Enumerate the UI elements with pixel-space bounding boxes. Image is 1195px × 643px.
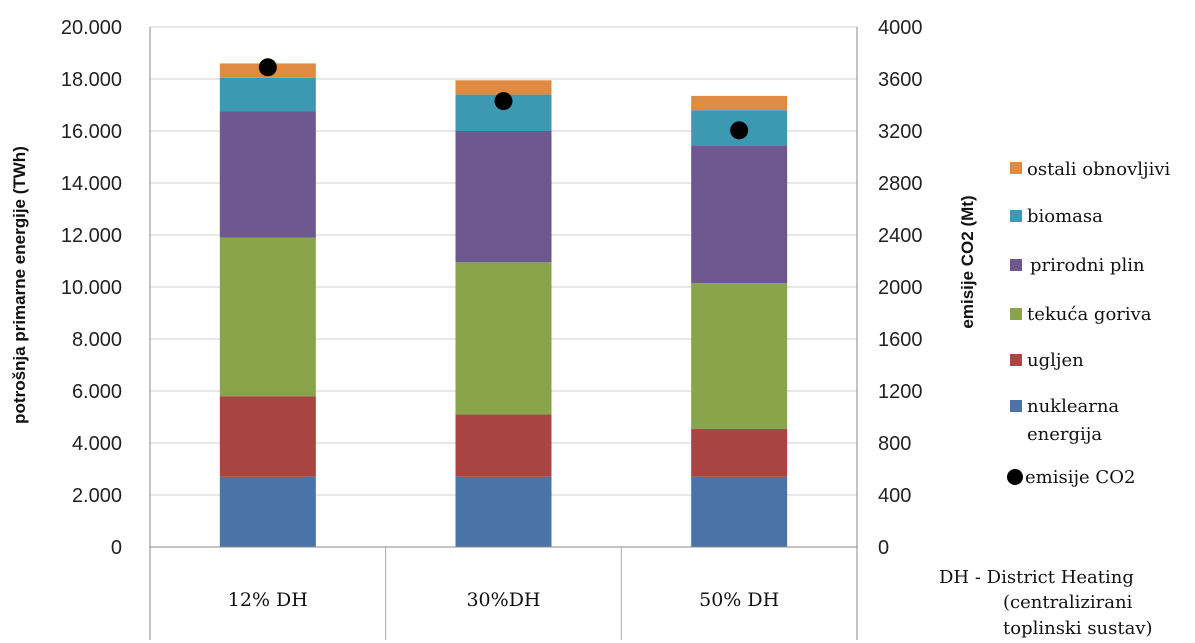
y-tick-label: 20.000 [61, 17, 122, 39]
bar-segment-teku-a-goriva-2 [455, 262, 552, 415]
bar-segment-prirodni-plin-3 [691, 145, 788, 284]
y-tick-label: 16.000 [61, 121, 122, 143]
legend-marker-emisije-co2 [1007, 469, 1023, 485]
legend-label-ostali-obnovljivi: ostali obnovljivi [1027, 159, 1170, 180]
y-axis-title: potrošnja primarne energije (TWh) [10, 146, 29, 424]
legend-label-prirodni-plin: prirodni plin [1030, 255, 1145, 276]
y2-axis-ticks: 0 400 800 1200 1600 2000 2400 2800 3200 3600 4000 [878, 17, 923, 559]
co2-marker-3 [730, 121, 749, 140]
y-tick-label: 6.000 [72, 381, 122, 403]
bar-segment-ugljen-2 [455, 414, 552, 477]
y-axis-ticks: 0 2.000 4.000 6.000 8.000 10.000 12.000 14.000 1… [61, 17, 122, 559]
bar-segment-biomasa-1 [219, 77, 316, 112]
co2-marker-2 [494, 92, 513, 111]
legend: ostali obnovljivi biomasa prirodni plin … [1007, 159, 1170, 488]
bar-segment-nuklearna-energija-1 [219, 476, 316, 547]
note-line-2: (centralizirani [1003, 592, 1133, 613]
y2-tick-label: 2000 [878, 277, 923, 299]
legend-swatch-nuklearna-energija [1010, 400, 1022, 412]
y-tick-label: 12.000 [61, 225, 122, 247]
legend-swatch-prirodni-plin [1010, 259, 1022, 271]
bar-segment-teku-a-goriva-1 [219, 237, 316, 397]
bar-segment-teku-a-goriva-3 [691, 283, 788, 429]
y-tick-label: 10.000 [61, 277, 122, 299]
legend-label-energija: energija [1027, 424, 1102, 445]
y-tick-label: 14.000 [61, 173, 122, 195]
co2-marker-1 [258, 58, 277, 77]
legend-swatch-ostali-obnovljivi [1010, 162, 1022, 174]
y2-tick-label: 400 [878, 485, 911, 507]
y-tick-label: 18.000 [61, 69, 122, 91]
y2-tick-label: 2800 [878, 173, 923, 195]
y-tick-label: 8.000 [72, 329, 122, 351]
legend-label-emisije-co2: emisije CO2 [1025, 467, 1135, 488]
y2-tick-label: 1200 [878, 381, 923, 403]
co2-markers [258, 58, 749, 140]
category-labels: 12% DH 30%DH 50% DH [228, 589, 779, 611]
y2-tick-label: 1600 [878, 329, 923, 351]
bars [219, 63, 788, 547]
y2-tick-label: 2400 [878, 225, 923, 247]
y-tick-label: 2.000 [72, 485, 122, 507]
note-line-1: DH - District Heating [939, 567, 1134, 588]
bar-segment-ostali-obnovljivi-3 [691, 95, 788, 111]
bar-segment-prirodni-plin-1 [219, 111, 316, 238]
legend-swatch-ugljen [1010, 354, 1022, 366]
bar-segment-ugljen-3 [691, 428, 788, 477]
y2-tick-label: 800 [878, 433, 911, 455]
bar-segment-ostali-obnovljivi-2 [455, 80, 552, 95]
bar-segment-nuklearna-energija-3 [691, 476, 788, 547]
axes [149, 27, 858, 640]
legend-label-ugljen: ugljen [1027, 350, 1084, 371]
legend-label-tekuca-goriva: tekuća goriva [1027, 304, 1152, 325]
y2-tick-label: 4000 [878, 17, 923, 39]
category-label: 30%DH [466, 589, 540, 611]
bar-segment-ugljen-1 [219, 396, 316, 477]
bar-segment-prirodni-plin-2 [455, 131, 552, 263]
category-label: 50% DH [699, 589, 779, 611]
y-tick-label: 4.000 [72, 433, 122, 455]
legend-swatch-tekuca-goriva [1010, 308, 1022, 320]
y2-tick-label: 3600 [878, 69, 923, 91]
district-heating-note: DH - District Heating (centralizirani to… [939, 567, 1153, 639]
y2-axis-title: emisije CO2 (Mt) [958, 195, 977, 328]
category-label: 12% DH [228, 589, 308, 611]
legend-label-biomasa: biomasa [1027, 206, 1103, 227]
y2-tick-label: 3200 [878, 121, 923, 143]
bar-segment-nuklearna-energija-2 [455, 476, 552, 547]
legend-label-nuklearna: nuklearna [1027, 396, 1119, 417]
legend-swatch-biomasa [1010, 210, 1022, 222]
note-line-3: toplinski sustav) [1003, 618, 1153, 639]
y-tick-label: 0 [111, 537, 122, 559]
y2-tick-label: 0 [878, 537, 889, 559]
